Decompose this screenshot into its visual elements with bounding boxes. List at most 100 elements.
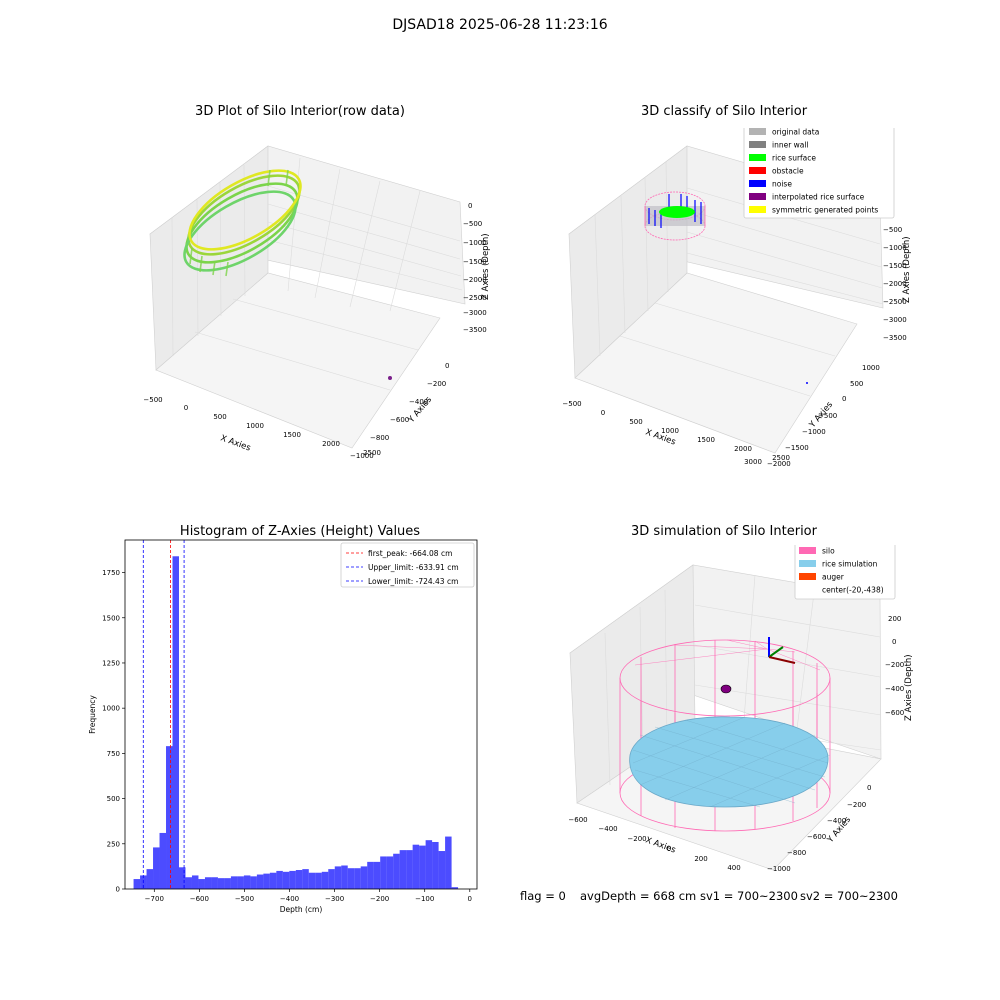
histogram-bar xyxy=(166,746,173,889)
histogram-bar xyxy=(295,870,303,889)
legend-label: original data xyxy=(772,128,819,137)
svg-text:−500: −500 xyxy=(463,220,482,228)
legend-swatch xyxy=(749,193,766,200)
classify-z-label: Z Axies (Depth) xyxy=(902,236,912,303)
svg-text:2000: 2000 xyxy=(734,445,752,453)
histogram-legend: first_peak: -664.08 cm Upper_limit: -633.… xyxy=(340,542,475,588)
histogram-bar xyxy=(191,875,199,889)
svg-text:0: 0 xyxy=(842,395,846,403)
histogram-bar xyxy=(159,832,167,889)
legend-label: obstacle xyxy=(772,167,804,176)
histogram-bar xyxy=(198,879,205,889)
histogram-bar xyxy=(373,861,381,889)
legend-swatch xyxy=(799,573,816,580)
svg-text:−3000: −3000 xyxy=(463,309,487,317)
legend-label: inner wall xyxy=(772,141,809,150)
histogram-bar xyxy=(412,844,420,889)
histogram-bar xyxy=(237,876,244,889)
y-ticks: 0 250 500 750 1000 1250 1500 1750 xyxy=(102,569,125,894)
svg-text:−1000: −1000 xyxy=(883,244,907,252)
histogram-bar xyxy=(263,873,270,889)
svg-text:−2500: −2500 xyxy=(463,294,487,302)
svg-text:−600: −600 xyxy=(390,416,409,424)
y-tick-label: 1750 xyxy=(102,569,120,577)
svg-text:−600: −600 xyxy=(807,833,826,841)
legend-label: rice simulation xyxy=(822,560,878,569)
x-tick-label: −300 xyxy=(325,895,344,903)
svg-text:1500: 1500 xyxy=(283,431,301,439)
histogram-bar xyxy=(250,876,257,889)
svg-text:3000: 3000 xyxy=(744,458,762,466)
simulation-legend-items: silo rice simulation auger center(-20,-438) xyxy=(799,547,884,595)
histogram-bar xyxy=(438,851,446,889)
x-tick-label: −500 xyxy=(235,895,254,903)
raw-3d-plot: −500 0 500 1000 1500 2000 2500 0 −200 −4… xyxy=(143,145,491,460)
svg-text:−500: −500 xyxy=(883,226,902,234)
legend-swatch xyxy=(799,560,816,567)
status-avg-depth: avgDepth = 668 cm xyxy=(580,889,697,903)
svg-text:−1000: −1000 xyxy=(350,452,374,460)
legend-swatch xyxy=(799,547,816,554)
svg-text:0: 0 xyxy=(867,784,871,792)
histogram-bar xyxy=(243,875,251,889)
svg-text:−600: −600 xyxy=(885,709,904,717)
histogram-bar xyxy=(393,853,400,889)
svg-text:−500: −500 xyxy=(143,396,162,404)
legend-label: auger xyxy=(822,573,845,582)
figure-title: DJSAD18 2025-06-28 11:23:16 xyxy=(392,17,608,33)
histogram-bar xyxy=(367,861,374,889)
svg-text:0: 0 xyxy=(601,409,605,417)
outlier-point xyxy=(388,376,392,380)
histogram-bar xyxy=(282,871,290,889)
histogram-bar xyxy=(399,850,407,889)
svg-text:500: 500 xyxy=(213,413,226,421)
svg-text:−200: −200 xyxy=(885,661,904,669)
status-sv1: sv1 = 700~2300 xyxy=(700,889,798,903)
svg-text:−2000: −2000 xyxy=(767,460,791,468)
svg-text:1500: 1500 xyxy=(697,436,715,444)
simulation-legend xyxy=(794,545,896,600)
svg-text:−400: −400 xyxy=(885,685,904,693)
histogram-bar xyxy=(354,868,361,889)
classify-plot-title: 3D classify of Silo Interior xyxy=(640,104,808,119)
legend-label: Lower_limit: -724.43 cm xyxy=(368,577,458,586)
histogram-bar xyxy=(406,850,413,889)
reference-lines xyxy=(142,540,185,889)
svg-text:−1500: −1500 xyxy=(463,258,487,266)
histogram-y-label: Frequency xyxy=(88,695,97,734)
simulation-plot-title: 3D simulation of Silo Interior xyxy=(631,524,817,539)
histogram-bar xyxy=(432,841,439,889)
y-tick-label: 1000 xyxy=(102,705,120,713)
histogram-bar xyxy=(386,856,394,889)
legend-label: center(-20,-438) xyxy=(822,586,884,595)
histogram-bar xyxy=(276,870,283,889)
svg-text:0: 0 xyxy=(445,362,449,370)
histogram-bar xyxy=(380,856,387,889)
svg-text:400: 400 xyxy=(727,864,740,872)
svg-text:−1000: −1000 xyxy=(802,428,826,436)
histogram-bar xyxy=(341,865,348,889)
histogram-bar xyxy=(230,876,238,889)
svg-text:1000: 1000 xyxy=(661,427,679,435)
histogram-bar xyxy=(347,868,355,889)
svg-text:−2500: −2500 xyxy=(883,298,907,306)
classify-3d-plot: −500 0 500 1000 1500 2000 2500 3000 1000… xyxy=(562,128,912,468)
svg-text:−1000: −1000 xyxy=(463,239,487,247)
histogram-bars xyxy=(133,556,459,889)
histogram-bar xyxy=(334,866,342,889)
histogram-bar xyxy=(315,872,322,889)
histogram-bar xyxy=(146,869,154,889)
svg-text:−500: −500 xyxy=(818,412,837,420)
legend-label: symmetric generated points xyxy=(772,206,878,215)
svg-text:−3500: −3500 xyxy=(883,334,907,342)
legend-swatch xyxy=(749,180,766,187)
histogram-bar xyxy=(445,836,452,889)
classify-legend-items: original data inner wall rice surface obsta… xyxy=(749,128,878,215)
svg-text:1000: 1000 xyxy=(862,364,880,372)
svg-text:2500: 2500 xyxy=(772,454,790,462)
svg-text:−200: −200 xyxy=(427,380,446,388)
svg-text:500: 500 xyxy=(850,380,863,388)
histogram-bar xyxy=(425,840,433,889)
legend-label: noise xyxy=(772,180,792,189)
svg-text:2500: 2500 xyxy=(363,449,381,457)
